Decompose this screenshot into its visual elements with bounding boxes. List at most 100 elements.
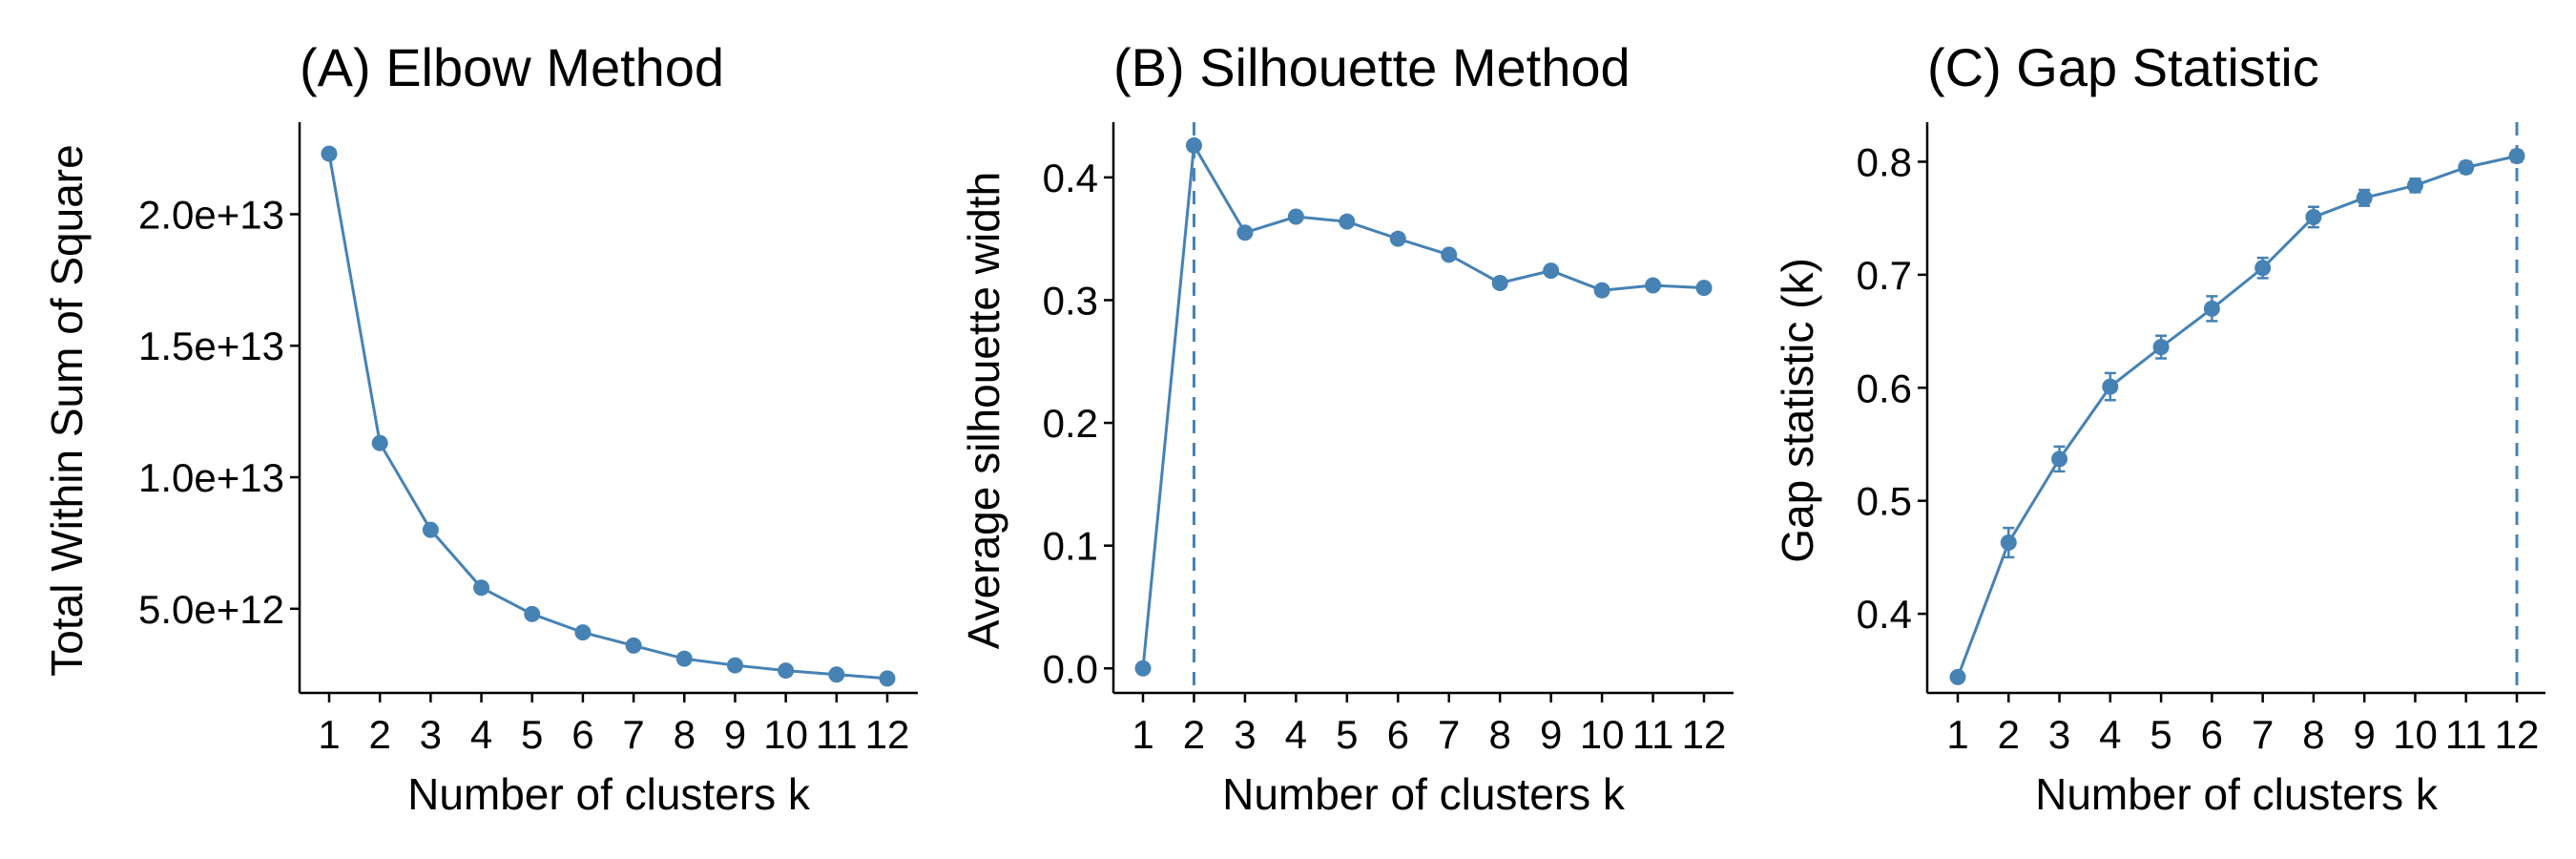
panel-c-point bbox=[2458, 158, 2475, 176]
panel-a-point bbox=[879, 670, 896, 687]
panel-c-x-tick-label: 8 bbox=[2302, 712, 2324, 757]
panel-c-x-tick-label: 5 bbox=[2150, 712, 2171, 757]
panel-a-title: (A) Elbow Method bbox=[300, 37, 724, 97]
panel-a-y-tick-label: 5.0e+12 bbox=[138, 587, 284, 632]
panel-a-x-tick-label: 10 bbox=[763, 712, 808, 757]
panel-c-point bbox=[2000, 534, 2017, 552]
panel-c-point bbox=[2152, 339, 2170, 356]
panel-c-xlabel: Number of clusters k bbox=[2035, 769, 2439, 819]
panel-a-x-tick-label: 6 bbox=[571, 712, 593, 757]
panel-a-point bbox=[828, 666, 845, 683]
panel-a-x-tick-label: 2 bbox=[369, 712, 391, 757]
panel-a-y-tick-label: 1.5e+13 bbox=[138, 324, 284, 368]
panel-b-y-tick-label: 0.1 bbox=[1043, 524, 1098, 569]
panel-c-x-tick-label: 1 bbox=[1946, 712, 1968, 757]
panel-a-xlabel: Number of clusters k bbox=[407, 769, 811, 819]
panel-b-point bbox=[1236, 224, 1254, 241]
panel-a-point bbox=[524, 605, 541, 622]
panel-c-x-tick-label: 7 bbox=[2252, 712, 2274, 757]
panel-a-x-tick-label: 7 bbox=[622, 712, 644, 757]
panel-a: (A) Elbow Method Total Within Sum of Squ… bbox=[42, 37, 918, 819]
panel-b-x-tick-label: 3 bbox=[1234, 712, 1256, 757]
panel-a-x-tick-label: 1 bbox=[318, 712, 340, 757]
panel-b: (B) Silhouette Method Average silhouette… bbox=[959, 37, 1734, 819]
panel-c-point bbox=[2305, 208, 2322, 225]
panel-c-x-tick-label: 12 bbox=[2495, 712, 2540, 757]
panel-b-plot: 0.00.10.20.30.41 2 3 4 5 6 7 8 9 10 11 12 bbox=[1043, 122, 1734, 757]
panel-c-point bbox=[2406, 177, 2423, 194]
panel-c-x-tick-label: 9 bbox=[2354, 712, 2376, 757]
panel-c-point bbox=[2254, 260, 2272, 277]
panel-a-x-tick-label: 9 bbox=[724, 712, 746, 757]
panel-a-point bbox=[675, 650, 693, 667]
panel-a-plot: 5.0e+121.0e+131.5e+132.0e+131 2 3 4 5 6 7 8 9 10 1… bbox=[138, 122, 918, 757]
panel-c-point bbox=[2203, 300, 2220, 317]
panel-a-point bbox=[321, 145, 338, 162]
panel-b-point bbox=[1339, 213, 1356, 230]
panel-b-ylabel: Average silhouette width bbox=[959, 172, 1008, 649]
panel-b-x-tick-label: 9 bbox=[1540, 712, 1562, 757]
panel-a-ylabel: Total Within Sum of Square bbox=[42, 144, 92, 676]
panel-b-x-tick-label: 4 bbox=[1285, 712, 1307, 757]
panel-c-ylabel: Gap statistic (k) bbox=[1773, 258, 1822, 563]
panel-b-point bbox=[1491, 274, 1508, 291]
panel-b-point bbox=[1389, 230, 1406, 247]
panel-c-x-tick-label: 3 bbox=[2048, 712, 2070, 757]
panel-b-x-tick-label: 11 bbox=[1632, 712, 1674, 757]
panel-b-point bbox=[1134, 660, 1152, 677]
panel-b-point bbox=[1441, 246, 1458, 263]
panel-a-x-tick-label: 12 bbox=[865, 712, 910, 757]
panel-a-y-tick-label: 1.0e+13 bbox=[138, 455, 284, 500]
panel-b-x-tick-label: 7 bbox=[1438, 712, 1460, 757]
panel-c-point bbox=[2356, 189, 2373, 206]
panel-a-point bbox=[625, 637, 642, 654]
panel-b-x-tick-label: 12 bbox=[1682, 712, 1727, 757]
panel-b-point bbox=[1645, 277, 1662, 294]
panel-c-point bbox=[2051, 450, 2068, 468]
panel-c-x-tick-label: 4 bbox=[2099, 712, 2121, 757]
panel-c-x-tick-label: 11 bbox=[2445, 712, 2487, 757]
panel-c: (C) Gap Statistic Gap statistic (k) Numb… bbox=[1773, 37, 2545, 819]
panel-b-point bbox=[1287, 208, 1304, 225]
panel-b-x-tick-label: 2 bbox=[1183, 712, 1205, 757]
panel-a-x-tick-label: 5 bbox=[521, 712, 543, 757]
panel-b-x-tick-label: 1 bbox=[1132, 712, 1153, 757]
panel-b-y-tick-label: 0.4 bbox=[1043, 156, 1098, 200]
panel-a-point bbox=[473, 579, 490, 597]
panel-c-point bbox=[2102, 378, 2119, 395]
panel-b-x-tick-label: 5 bbox=[1336, 712, 1358, 757]
panel-c-y-tick-label: 0.5 bbox=[1857, 479, 1912, 524]
panel-a-point bbox=[422, 521, 439, 538]
panel-a-y-tick-label: 2.0e+13 bbox=[138, 192, 284, 237]
panel-c-y-tick-label: 0.6 bbox=[1857, 366, 1912, 410]
panel-b-point bbox=[1185, 136, 1202, 154]
panel-a-x-tick-label: 3 bbox=[420, 712, 442, 757]
panel-c-point bbox=[2508, 148, 2525, 165]
panel-c-x-tick-label: 6 bbox=[2201, 712, 2223, 757]
panel-c-y-tick-label: 0.4 bbox=[1857, 592, 1912, 637]
panel-c-y-tick-label: 0.8 bbox=[1857, 139, 1912, 184]
panel-c-x-tick-label: 2 bbox=[1998, 712, 2020, 757]
panel-b-y-tick-label: 0.0 bbox=[1043, 646, 1098, 691]
panel-b-point bbox=[1593, 282, 1610, 299]
panel-c-x-tick-label: 10 bbox=[2393, 712, 2438, 757]
panel-b-point bbox=[1543, 262, 1560, 280]
panel-c-series-line bbox=[1956, 155, 2518, 678]
panel-a-x-tick-label: 8 bbox=[674, 712, 696, 757]
panel-a-point bbox=[574, 624, 592, 641]
panel-c-title: (C) Gap Statistic bbox=[1927, 37, 2319, 97]
panel-c-plot: 0.40.50.60.70.81 2 3 4 5 6 7 8 9 10 11 12 bbox=[1857, 122, 2545, 757]
panel-a-x-tick-label: 11 bbox=[816, 712, 858, 757]
panel-c-y-tick-label: 0.7 bbox=[1857, 253, 1912, 298]
panel-b-xlabel: Number of clusters k bbox=[1222, 769, 1626, 819]
panel-a-x-tick-label: 4 bbox=[470, 712, 492, 757]
panel-b-x-tick-label: 10 bbox=[1580, 712, 1625, 757]
panel-b-y-tick-label: 0.3 bbox=[1043, 278, 1098, 323]
panel-b-x-tick-label: 8 bbox=[1489, 712, 1511, 757]
panel-c-point bbox=[1949, 668, 1966, 685]
panel-b-title: (B) Silhouette Method bbox=[1113, 37, 1631, 97]
panel-b-x-tick-label: 6 bbox=[1387, 712, 1409, 757]
panel-a-point bbox=[371, 434, 388, 451]
panel-a-series-line bbox=[327, 153, 888, 681]
